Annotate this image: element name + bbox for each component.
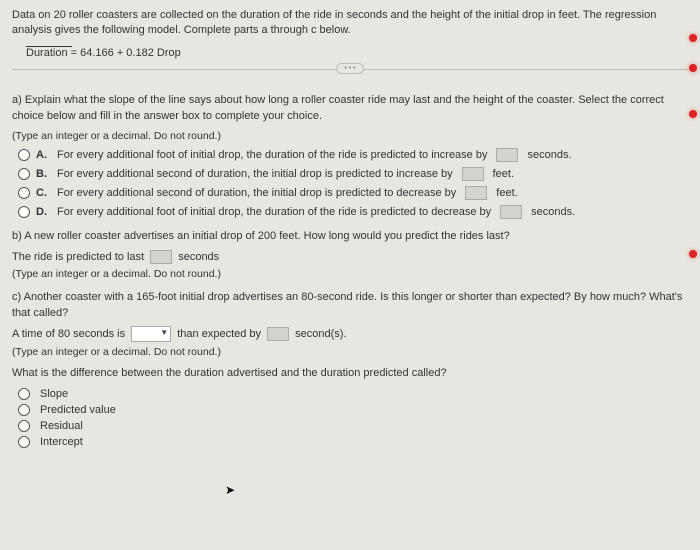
part-b-post: seconds: [178, 251, 219, 263]
radio-intercept[interactable]: [18, 436, 30, 448]
part-b-pre: The ride is predicted to last: [12, 251, 144, 263]
choice-d[interactable]: D. For every additional foot of initial …: [18, 205, 688, 219]
label-slope: Slope: [40, 388, 68, 400]
choice-c-text: For every additional second of duration,…: [57, 187, 456, 199]
choice-c-input[interactable]: [465, 186, 487, 200]
choice-b-label: B.: [36, 168, 47, 180]
red-dot-icon: [689, 110, 697, 118]
choice-a-text: For every additional foot of initial dro…: [57, 149, 487, 161]
part-c-followup: What is the difference between the durat…: [12, 366, 688, 382]
choice-b[interactable]: B. For every additional second of durati…: [18, 167, 688, 181]
part-b-answer-line: The ride is predicted to last seconds: [12, 250, 688, 264]
choice-d-input[interactable]: [500, 205, 522, 219]
part-c-post: second(s).: [295, 328, 346, 340]
cursor-icon: ➤: [225, 483, 235, 497]
final-choice-residual[interactable]: Residual: [18, 420, 688, 432]
part-c-input[interactable]: [267, 327, 289, 341]
radio-c[interactable]: [18, 187, 30, 199]
choice-a-unit: seconds.: [527, 149, 571, 161]
radio-predicted[interactable]: [18, 404, 30, 416]
choice-d-label: D.: [36, 206, 47, 218]
red-dot-icon: [689, 250, 697, 258]
choice-c-label: C.: [36, 187, 47, 199]
part-b-prompt: b) A new roller coaster advertises an in…: [12, 229, 688, 245]
choice-d-text: For every additional foot of initial dro…: [57, 206, 491, 218]
radio-d[interactable]: [18, 206, 30, 218]
intro-text: Data on 20 roller coasters are collected…: [12, 8, 688, 39]
choice-b-unit: feet.: [493, 168, 514, 180]
choice-a-input[interactable]: [496, 148, 518, 162]
part-a-hint: (Type an integer or a decimal. Do not ro…: [12, 130, 688, 142]
part-a-prompt: a) Explain what the slope of the line sa…: [12, 93, 688, 125]
part-c-pre: A time of 80 seconds is: [12, 328, 125, 340]
red-dot-icon: [689, 64, 697, 72]
part-c-answer-line: A time of 80 seconds is than expected by…: [12, 326, 688, 342]
part-c-mid: than expected by: [177, 328, 261, 340]
choice-a-label: A.: [36, 149, 47, 161]
final-choices: Slope Predicted value Residual Intercept: [12, 388, 688, 448]
part-b-hint: (Type an integer or a decimal. Do not ro…: [12, 268, 688, 280]
part-b-input[interactable]: [150, 250, 172, 264]
final-choice-slope[interactable]: Slope: [18, 388, 688, 400]
part-c-select[interactable]: [131, 326, 171, 342]
choice-a[interactable]: A. For every additional foot of initial …: [18, 148, 688, 162]
red-dot-icon: [689, 34, 697, 42]
radio-a[interactable]: [18, 149, 30, 161]
final-choice-predicted[interactable]: Predicted value: [18, 404, 688, 416]
part-c-prompt: c) Another coaster with a 165-foot initi…: [12, 290, 688, 322]
equation-text: Duration = 64.166 + 0.182 Drop: [26, 47, 181, 59]
choice-d-unit: seconds.: [531, 206, 575, 218]
choice-b-input[interactable]: [462, 167, 484, 181]
label-intercept: Intercept: [40, 436, 83, 448]
final-choice-intercept[interactable]: Intercept: [18, 436, 688, 448]
radio-residual[interactable]: [18, 420, 30, 432]
choice-c[interactable]: C. For every additional second of durati…: [18, 186, 688, 200]
radio-slope[interactable]: [18, 388, 30, 400]
expand-tab-icon[interactable]: • • •: [336, 63, 364, 74]
section-divider: • • •: [12, 69, 688, 81]
radio-b[interactable]: [18, 168, 30, 180]
label-predicted: Predicted value: [40, 404, 116, 416]
choice-b-text: For every additional second of duration,…: [57, 168, 453, 180]
choice-c-unit: feet.: [496, 187, 517, 199]
part-c-hint: (Type an integer or a decimal. Do not ro…: [12, 346, 688, 358]
regression-equation: Duration = 64.166 + 0.182 Drop: [26, 47, 688, 59]
overline-bar: [26, 46, 72, 47]
label-residual: Residual: [40, 420, 83, 432]
